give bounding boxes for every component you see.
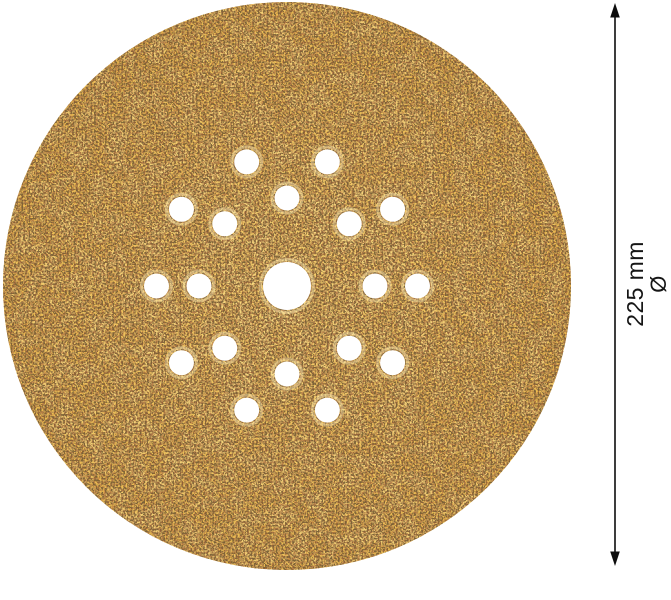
dimension-value: 225 mm xyxy=(621,241,648,327)
disc-grain-texture xyxy=(3,2,571,570)
disc-holes xyxy=(140,145,434,427)
dimension-arrow xyxy=(610,3,620,566)
arrowhead-down-icon xyxy=(610,551,620,566)
dimension-label: 225 mm Ø xyxy=(621,241,671,327)
diameter-symbol: Ø xyxy=(645,275,671,293)
arrowhead-up-icon xyxy=(610,3,620,18)
